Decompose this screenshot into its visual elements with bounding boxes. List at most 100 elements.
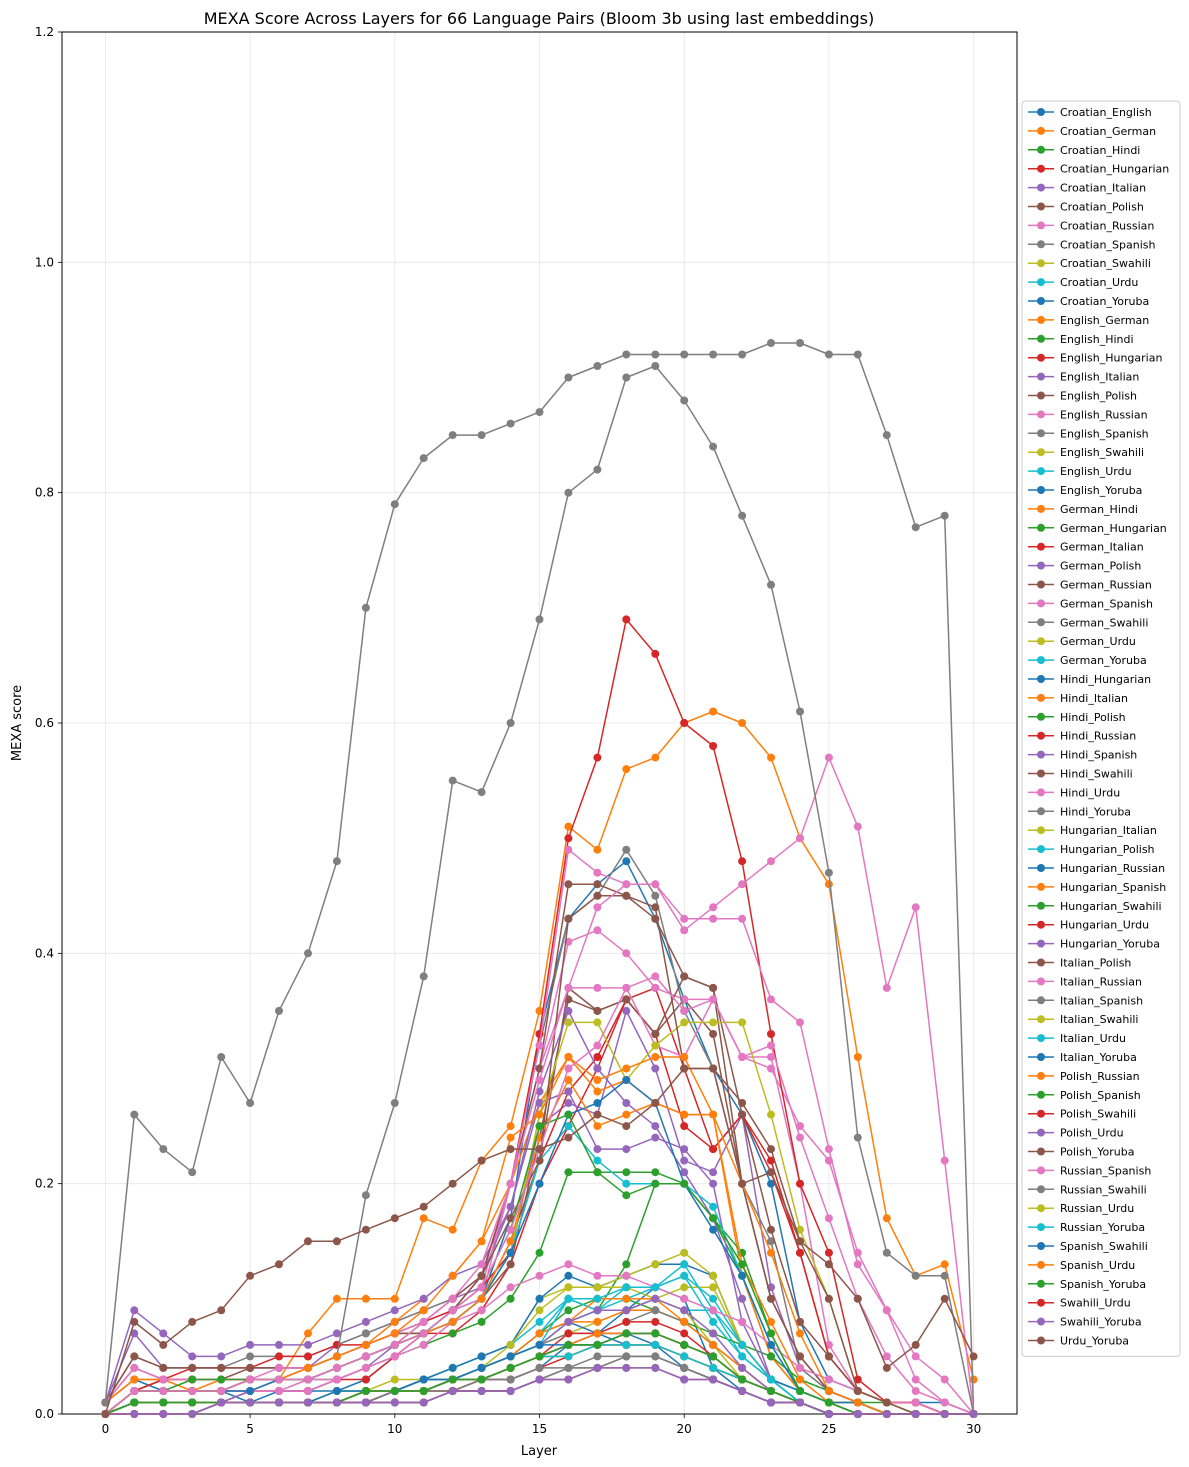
data-point (651, 1041, 660, 1050)
data-point (593, 1340, 602, 1349)
data-point (796, 1248, 804, 1257)
data-point (275, 1363, 283, 1372)
legend-entry: Italian_Urdu (1028, 1032, 1126, 1045)
data-point (593, 1294, 602, 1303)
data-point (332, 1363, 341, 1372)
legend-entry: Polish_Swahili (1028, 1108, 1136, 1121)
data-point (419, 1375, 428, 1384)
data-point (622, 1179, 631, 1188)
data-point (911, 1387, 920, 1395)
legend-marker (1037, 1317, 1045, 1326)
legend: Croatian_English Croatian_German Croatian_… (1021, 100, 1181, 1357)
legend-label: English_Hindi (1060, 333, 1134, 346)
data-point (940, 1271, 949, 1280)
data-point (246, 1363, 255, 1372)
data-point (796, 339, 804, 347)
data-point (506, 1122, 515, 1131)
data-point (709, 1340, 718, 1349)
data-point (564, 1122, 573, 1131)
data-point (651, 1363, 660, 1372)
data-point (506, 1283, 515, 1292)
legend-entry: Croatian_English (1028, 106, 1152, 119)
data-point (361, 1387, 370, 1395)
data-point (361, 1363, 370, 1372)
legend-marker (1037, 675, 1045, 683)
legend-marker (1037, 637, 1045, 646)
x-tick-label: 5 (246, 1422, 254, 1436)
data-point (709, 742, 718, 750)
data-point (767, 1168, 775, 1177)
legend-entry: German_Spanish (1028, 597, 1153, 610)
data-point (680, 1329, 689, 1338)
data-point (275, 1375, 283, 1384)
data-point (390, 1306, 399, 1315)
data-point (651, 891, 660, 900)
legend-entry: Russian_Swahili (1028, 1183, 1147, 1196)
data-point (622, 857, 631, 866)
legend-label: Croatian_Swahili (1060, 257, 1151, 270)
legend-label: Russian_Yoruba (1060, 1221, 1145, 1234)
data-point (564, 1271, 573, 1280)
legend-label: Croatian_Hindi (1060, 144, 1140, 157)
data-point (506, 1375, 515, 1384)
data-point (767, 1237, 775, 1246)
data-point (767, 1375, 775, 1384)
data-point (709, 1168, 718, 1177)
legend-label: German_Italian (1060, 541, 1144, 554)
data-point (767, 1329, 775, 1338)
legend-label: Swahili_Urdu (1060, 1297, 1131, 1310)
legend-marker (1037, 769, 1045, 778)
data-point (622, 1306, 631, 1315)
legend-entry: Croatian_Swahili (1028, 257, 1151, 270)
data-point (680, 1352, 689, 1361)
data-point (130, 1375, 139, 1384)
data-point (709, 1375, 718, 1384)
data-point (188, 1317, 197, 1326)
data-point (622, 1006, 631, 1015)
legend-marker (1037, 1242, 1045, 1250)
data-point (651, 350, 660, 359)
data-point (535, 1006, 544, 1015)
legend-entry: German_Urdu (1028, 635, 1136, 648)
data-point (680, 1340, 689, 1349)
data-point (390, 1375, 399, 1384)
data-point (680, 1248, 689, 1257)
legend-marker (1037, 240, 1045, 249)
data-point (506, 1145, 515, 1154)
data-point (477, 1260, 486, 1269)
data-point (622, 1191, 631, 1200)
data-point (130, 1110, 139, 1119)
legend-marker (1037, 1015, 1045, 1024)
data-point (969, 1410, 978, 1418)
legend-marker (1037, 372, 1045, 381)
legend-entry: Polish_Urdu (1028, 1127, 1124, 1140)
data-point (188, 1398, 197, 1407)
legend-label: Croatian_Italian (1060, 182, 1146, 195)
legend-entry: Polish_Russian (1028, 1070, 1140, 1083)
data-point (824, 1410, 833, 1418)
data-point (651, 1053, 660, 1061)
data-point (767, 1317, 775, 1326)
data-point (767, 1387, 775, 1395)
legend-entry: Urdu_Yoruba (1028, 1335, 1129, 1348)
data-point (709, 914, 718, 923)
legend-label: Croatian_Spanish (1060, 238, 1155, 251)
legend-entry: Polish_Spanish (1028, 1089, 1141, 1102)
data-point (709, 1317, 718, 1326)
data-point (275, 1260, 283, 1269)
data-point (882, 1306, 891, 1315)
data-point (332, 1352, 341, 1361)
data-point (448, 1375, 457, 1384)
data-point (390, 500, 399, 509)
legend-entry: German_Italian (1028, 541, 1144, 554)
legend-entry: Spanish_Yoruba (1028, 1278, 1146, 1291)
data-point (738, 1294, 747, 1303)
data-point (969, 1352, 978, 1361)
legend-entry: German_Yoruba (1028, 654, 1147, 667)
data-point (882, 1398, 891, 1407)
data-point (506, 1248, 515, 1257)
legend-marker (1037, 164, 1045, 173)
data-point (593, 1363, 602, 1372)
data-point (738, 1099, 747, 1107)
legend-entry: Croatian_Yoruba (1028, 295, 1149, 308)
